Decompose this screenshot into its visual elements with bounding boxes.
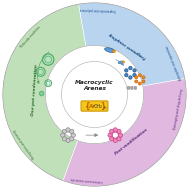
Text: Bioimaging and drug delivery: Bioimaging and drug delivery	[173, 88, 184, 130]
Text: Ar: Ar	[89, 104, 96, 108]
Circle shape	[135, 76, 138, 79]
Circle shape	[40, 92, 43, 95]
Wedge shape	[79, 3, 185, 86]
Circle shape	[113, 138, 117, 143]
Circle shape	[142, 76, 145, 79]
Circle shape	[71, 133, 75, 137]
FancyArrowPatch shape	[116, 60, 123, 65]
Text: Macrocyclic: Macrocyclic	[75, 80, 114, 85]
Text: Luminescent materials: Luminescent materials	[71, 176, 103, 183]
Text: Arenes: Arenes	[83, 86, 106, 91]
Circle shape	[70, 129, 74, 133]
Circle shape	[66, 138, 70, 143]
Circle shape	[129, 66, 132, 70]
Circle shape	[61, 133, 65, 137]
Circle shape	[135, 80, 138, 83]
Circle shape	[70, 137, 74, 141]
Circle shape	[66, 128, 70, 132]
Circle shape	[133, 69, 136, 72]
FancyBboxPatch shape	[81, 101, 108, 111]
Text: CH₂: CH₂	[93, 104, 102, 108]
Text: Fragment coupling: Fragment coupling	[109, 31, 147, 59]
FancyBboxPatch shape	[134, 87, 136, 89]
Text: Recognition and sensing: Recognition and sensing	[13, 128, 36, 159]
Circle shape	[119, 133, 123, 137]
Text: {: {	[84, 101, 89, 111]
Text: n: n	[104, 106, 106, 110]
FancyBboxPatch shape	[127, 87, 130, 89]
Circle shape	[138, 74, 141, 77]
Circle shape	[142, 80, 145, 83]
Circle shape	[138, 82, 141, 85]
Circle shape	[61, 61, 128, 128]
Text: Supramolecular polymers: Supramolecular polymers	[79, 6, 116, 12]
Circle shape	[45, 45, 144, 144]
Circle shape	[109, 129, 114, 133]
Ellipse shape	[105, 48, 115, 53]
Text: Adsorption and separation: Adsorption and separation	[165, 44, 183, 81]
FancyArrowPatch shape	[37, 52, 49, 84]
Wedge shape	[63, 79, 186, 186]
Circle shape	[108, 133, 112, 137]
Circle shape	[117, 129, 121, 133]
Circle shape	[125, 74, 128, 77]
Text: One-pot condensation: One-pot condensation	[31, 64, 39, 116]
Circle shape	[113, 128, 117, 132]
Wedge shape	[3, 4, 86, 181]
Circle shape	[62, 137, 66, 141]
Circle shape	[133, 74, 136, 77]
Circle shape	[113, 50, 115, 53]
FancyBboxPatch shape	[131, 87, 133, 89]
Circle shape	[129, 76, 132, 79]
Circle shape	[125, 69, 128, 72]
Circle shape	[62, 129, 66, 133]
Ellipse shape	[118, 61, 124, 64]
Text: Post-modification: Post-modification	[114, 127, 149, 156]
Circle shape	[117, 137, 121, 141]
Text: Molecular machines: Molecular machines	[20, 26, 42, 49]
Circle shape	[122, 61, 125, 63]
Text: }: }	[100, 101, 105, 111]
Circle shape	[109, 137, 114, 141]
